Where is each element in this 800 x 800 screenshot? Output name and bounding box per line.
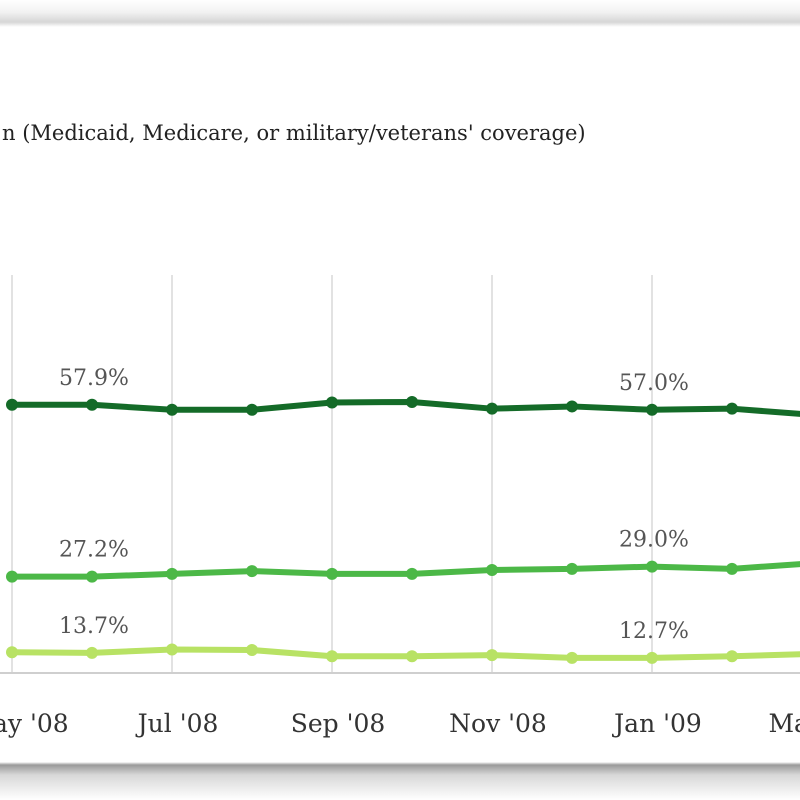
data-point xyxy=(726,650,738,663)
data-point xyxy=(326,650,338,663)
data-point xyxy=(6,570,18,583)
x-tick-label: Jan '09 xyxy=(611,709,702,738)
data-point xyxy=(406,567,418,580)
data-point xyxy=(646,560,658,573)
data-point xyxy=(246,644,258,657)
data-point xyxy=(566,651,578,664)
data-point xyxy=(646,403,658,416)
data-label: 57.0% xyxy=(619,371,689,396)
series-line-0 xyxy=(12,398,800,417)
data-label: 29.0% xyxy=(619,528,689,553)
data-label: 13.7% xyxy=(59,614,129,639)
x-tick-label: Mar '09 xyxy=(768,709,800,738)
legend-text: n (Medicaid, Medicare, or military/veter… xyxy=(2,121,586,145)
data-label: 27.2% xyxy=(59,538,129,563)
data-point xyxy=(326,567,338,580)
data-point xyxy=(246,565,258,578)
data-point xyxy=(726,562,738,575)
data-point xyxy=(566,562,578,575)
data-point xyxy=(486,563,498,576)
data-point xyxy=(726,402,738,415)
data-point xyxy=(6,398,18,411)
x-tick-label: May '08 xyxy=(0,709,69,738)
data-point xyxy=(86,570,98,583)
data-point xyxy=(166,643,178,656)
data-point xyxy=(246,403,258,416)
data-point xyxy=(486,649,498,662)
data-point xyxy=(326,396,338,409)
data-label: 12.7% xyxy=(619,619,689,644)
x-tick-label: Nov '08 xyxy=(449,709,547,738)
x-tick-label: Jul '08 xyxy=(135,709,219,738)
data-point xyxy=(6,646,18,659)
series-line-1 xyxy=(12,561,800,580)
data-point xyxy=(406,395,418,408)
data-point xyxy=(486,402,498,415)
data-point xyxy=(566,400,578,413)
data-point xyxy=(166,567,178,580)
data-point xyxy=(86,646,98,659)
data-point xyxy=(86,398,98,411)
data-point xyxy=(406,650,418,663)
series-line-2 xyxy=(11,646,800,661)
data-point xyxy=(646,651,658,664)
data-point xyxy=(166,403,178,416)
x-tick-label: Sep '08 xyxy=(291,709,386,738)
data-label: 57.9% xyxy=(59,366,129,391)
